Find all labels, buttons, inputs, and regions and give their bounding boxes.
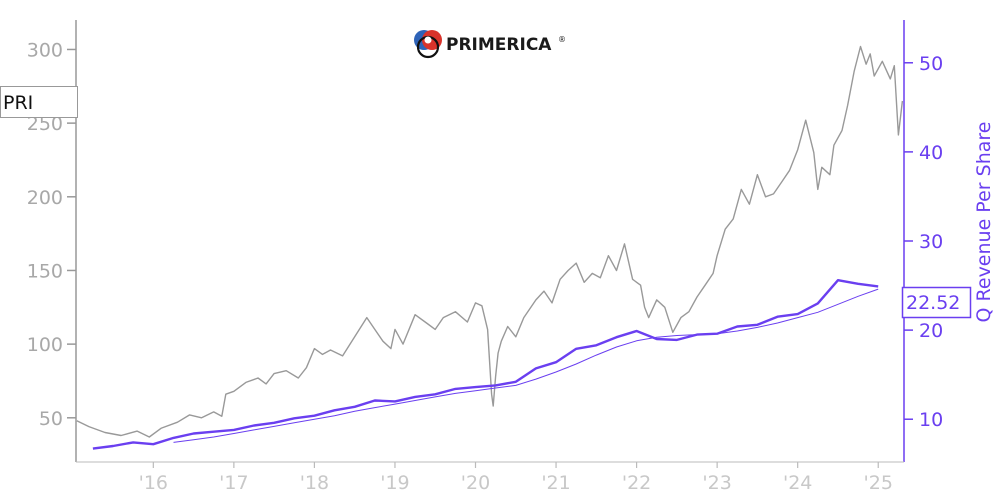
- right-axis: 10 20 30 40 50: [903, 20, 943, 462]
- last-value-box: 22.52: [901, 286, 972, 319]
- x-tick-label: '18: [300, 472, 329, 494]
- x-tick-label: '25: [864, 472, 893, 494]
- right-tick-label: 40: [919, 142, 943, 164]
- x-axis: '16 '17 '18 '19 '20 '21 '22 '23 '24 '25: [76, 461, 904, 494]
- left-tick-label: 100: [27, 334, 63, 356]
- x-tick-label: '21: [541, 472, 570, 494]
- left-tick-label: 150: [27, 260, 63, 282]
- right-tick-label: 30: [919, 231, 943, 253]
- x-tick-label: '22: [622, 472, 651, 494]
- x-tick-label: '24: [783, 472, 812, 494]
- x-tick-label: '16: [139, 472, 168, 494]
- right-axis-title: Q Revenue Per Share: [973, 122, 995, 323]
- right-tick-label: 50: [919, 53, 943, 75]
- left-axis: 50 100 150 200 250 300: [27, 20, 77, 462]
- revenue-series-line: [92, 279, 879, 450]
- logo-trademark: ®: [558, 35, 566, 44]
- revenue-trend-line: [173, 288, 879, 443]
- right-tick-label: 10: [919, 409, 943, 431]
- x-tick-label: '23: [702, 472, 731, 494]
- left-tick-label: 250: [27, 113, 63, 135]
- left-tick-label: 300: [27, 39, 63, 61]
- left-tick-label: 200: [27, 187, 63, 209]
- series-layer: [76, 45, 904, 450]
- x-tick-label: '17: [219, 472, 248, 494]
- ticker-label-box: PRI: [0, 86, 78, 118]
- right-tick-label: 20: [919, 320, 943, 342]
- primerica-logo-icon: [414, 30, 442, 59]
- left-tick-label: 50: [39, 408, 63, 430]
- primerica-logo: PRIMERICA ®: [414, 30, 566, 59]
- x-tick-label: '19: [380, 472, 409, 494]
- price-series-line: [76, 45, 904, 438]
- x-tick-label: '20: [461, 472, 490, 494]
- logo-text: PRIMERICA: [446, 35, 552, 55]
- ticker-label: PRI: [3, 92, 33, 114]
- last-value-label: 22.52: [906, 292, 960, 314]
